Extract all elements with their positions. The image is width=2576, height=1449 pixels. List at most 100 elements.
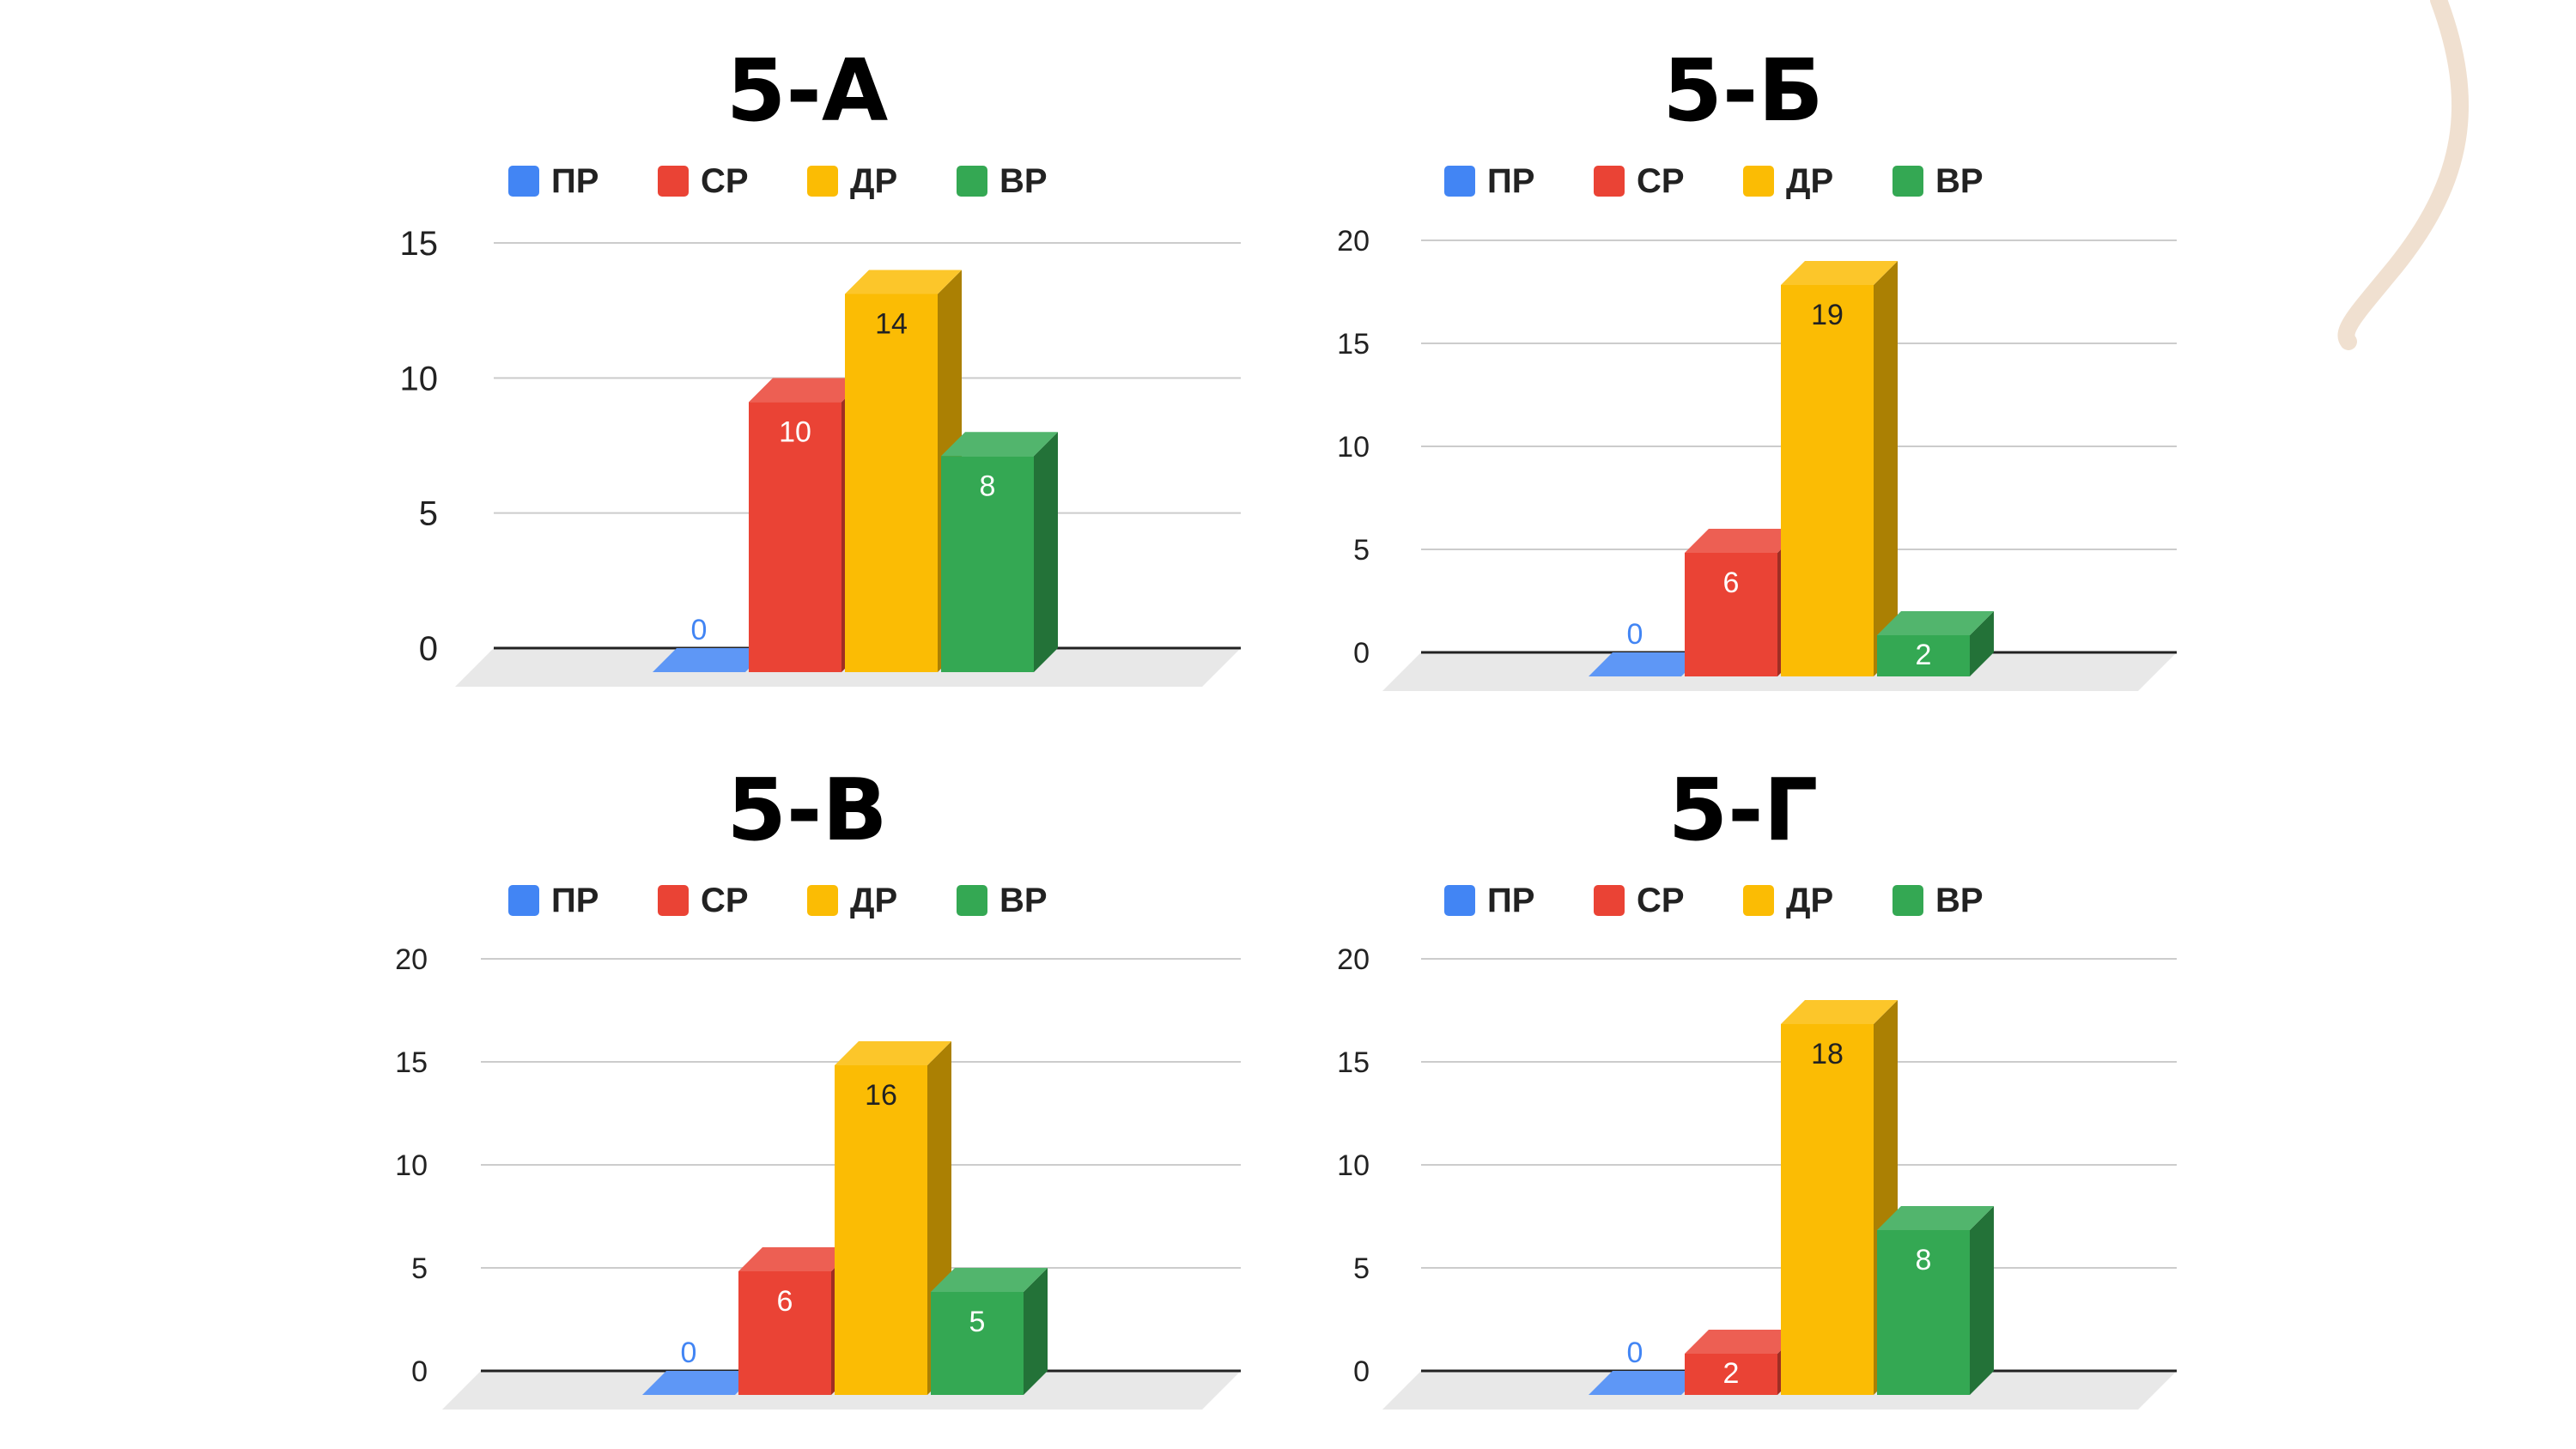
value-label-2: 6 bbox=[1723, 567, 1740, 599]
bar-front-2 bbox=[749, 402, 841, 672]
legend-label-2: СР bbox=[701, 162, 749, 200]
bar-3: 19 bbox=[1781, 261, 1898, 676]
legend-swatch-2 bbox=[1594, 885, 1625, 916]
bar-top-1 bbox=[653, 648, 769, 672]
legend-swatch-2 bbox=[658, 166, 689, 197]
legend-label-1: ПР bbox=[1487, 162, 1534, 200]
y-tick-label-4: 15 bbox=[1337, 328, 1370, 361]
y-tick-label-1: 0 bbox=[1353, 637, 1370, 670]
legend-label-1: ПР bbox=[551, 882, 598, 919]
bar-top-3 bbox=[845, 270, 962, 294]
bar-front-3 bbox=[845, 294, 938, 672]
bar-top-3 bbox=[835, 1041, 951, 1065]
legend-swatch-2 bbox=[658, 885, 689, 916]
legend-label-1: ПР bbox=[551, 162, 598, 200]
legend-swatch-4 bbox=[1893, 885, 1923, 916]
legend-swatch-3 bbox=[807, 166, 838, 197]
value-label-3: 19 bbox=[1811, 299, 1844, 331]
legend-label-4: ВР bbox=[1935, 162, 1984, 200]
bar-4: 8 bbox=[941, 432, 1058, 672]
value-label-4: 5 bbox=[969, 1306, 986, 1338]
value-label-4: 8 bbox=[980, 470, 996, 502]
bar-top-4 bbox=[1877, 1206, 1994, 1230]
chart-title: 5-А bbox=[726, 40, 888, 141]
legend-swatch-1 bbox=[508, 885, 539, 916]
bar-front-3 bbox=[835, 1065, 927, 1395]
y-tick-label-2: 5 bbox=[1353, 1252, 1370, 1285]
value-label-2: 6 bbox=[777, 1285, 793, 1318]
bar-top-3 bbox=[1781, 261, 1898, 285]
bar-2: 6 bbox=[1685, 529, 1801, 676]
y-tick-label-3: 10 bbox=[1337, 1149, 1370, 1182]
y-tick-label-3: 10 bbox=[1337, 431, 1370, 464]
chart-2: 5-Б ПР СР ДР ВР 0 5 10 15 20 0 6 19 2 bbox=[1337, 40, 2177, 691]
y-tick-label-3: 10 bbox=[395, 1149, 428, 1182]
bar-side-4 bbox=[1024, 1268, 1048, 1395]
value-label-1: 0 bbox=[1627, 1337, 1643, 1369]
legend-swatch-2 bbox=[1594, 166, 1625, 197]
legend-swatch-3 bbox=[807, 885, 838, 916]
bar-top-4 bbox=[941, 432, 1058, 457]
bar-front-2 bbox=[1685, 1354, 1777, 1395]
legend-label-3: ДР bbox=[850, 882, 897, 919]
legend-swatch-4 bbox=[957, 885, 987, 916]
value-label-2: 10 bbox=[779, 415, 811, 448]
y-tick-label-4: 15 bbox=[400, 225, 439, 263]
legend-swatch-1 bbox=[508, 166, 539, 197]
value-label-3: 16 bbox=[865, 1079, 897, 1112]
bar-side-4 bbox=[1034, 432, 1058, 672]
bar-top-1 bbox=[642, 1371, 759, 1395]
legend-swatch-3 bbox=[1743, 885, 1774, 916]
bar-front-4 bbox=[1877, 1230, 1970, 1395]
chart-title: 5-Б bbox=[1662, 40, 1823, 141]
y-tick-label-3: 10 bbox=[400, 360, 439, 397]
bar-top-3 bbox=[1781, 1000, 1898, 1024]
value-label-2: 2 bbox=[1723, 1357, 1740, 1390]
bar-1: 0 bbox=[1589, 1337, 1705, 1395]
bar-front-4 bbox=[931, 1292, 1024, 1395]
bar-top-2 bbox=[749, 378, 866, 403]
value-label-1: 0 bbox=[1627, 618, 1643, 651]
legend-label-4: ВР bbox=[999, 882, 1048, 919]
bar-4: 2 bbox=[1877, 611, 1994, 676]
bar-1: 0 bbox=[653, 614, 769, 672]
legend-swatch-1 bbox=[1444, 166, 1475, 197]
bar-3: 14 bbox=[845, 270, 962, 672]
bar-3: 18 bbox=[1781, 1000, 1898, 1395]
bar-4: 8 bbox=[1877, 1206, 1994, 1395]
y-tick-label-2: 5 bbox=[419, 495, 438, 533]
legend-swatch-1 bbox=[1444, 885, 1475, 916]
bar-top-2 bbox=[1685, 529, 1801, 553]
value-label-1: 0 bbox=[691, 614, 708, 646]
bar-top-4 bbox=[1877, 611, 1994, 635]
bar-front-4 bbox=[1877, 635, 1970, 676]
y-tick-label-4: 15 bbox=[1337, 1046, 1370, 1079]
decorative-curve bbox=[2337, 0, 2470, 350]
y-tick-label-4: 15 bbox=[395, 1046, 428, 1079]
legend-label-4: ВР bbox=[999, 162, 1048, 200]
legend-swatch-4 bbox=[1893, 166, 1923, 197]
legend-label-1: ПР bbox=[1487, 882, 1534, 919]
value-label-4: 2 bbox=[1916, 639, 1932, 671]
legend-label-2: СР bbox=[1637, 882, 1685, 919]
legend-swatch-4 bbox=[957, 166, 987, 197]
y-tick-label-1: 0 bbox=[419, 630, 438, 668]
y-tick-label-1: 0 bbox=[1353, 1355, 1370, 1388]
legend-label-2: СР bbox=[701, 882, 749, 919]
y-tick-label-5: 20 bbox=[395, 943, 428, 976]
bar-front-3 bbox=[1781, 1024, 1874, 1395]
bar-front-2 bbox=[738, 1271, 831, 1395]
bar-front-4 bbox=[941, 456, 1034, 672]
chart-4: 5-Г ПР СР ДР ВР 0 5 10 15 20 0 2 18 8 bbox=[1337, 760, 2177, 1410]
legend-label-3: ДР bbox=[1786, 882, 1833, 919]
legend-label-4: ВР bbox=[1935, 882, 1984, 919]
value-label-4: 8 bbox=[1916, 1244, 1932, 1276]
bar-1: 0 bbox=[1589, 618, 1705, 676]
bar-front-3 bbox=[1781, 285, 1874, 676]
bar-1: 0 bbox=[642, 1337, 759, 1395]
bar-side-4 bbox=[1970, 1206, 1994, 1395]
bar-front-2 bbox=[1685, 553, 1777, 676]
legend-label-3: ДР bbox=[1786, 162, 1833, 200]
chart-title: 5-Г bbox=[1668, 760, 1819, 860]
